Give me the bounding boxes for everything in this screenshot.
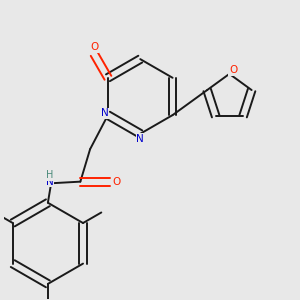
Text: O: O bbox=[112, 177, 121, 187]
Text: N: N bbox=[136, 134, 144, 144]
Text: O: O bbox=[90, 42, 98, 52]
Text: N: N bbox=[101, 109, 109, 118]
Text: N: N bbox=[46, 177, 53, 187]
Text: O: O bbox=[229, 65, 237, 75]
Text: H: H bbox=[46, 170, 53, 180]
